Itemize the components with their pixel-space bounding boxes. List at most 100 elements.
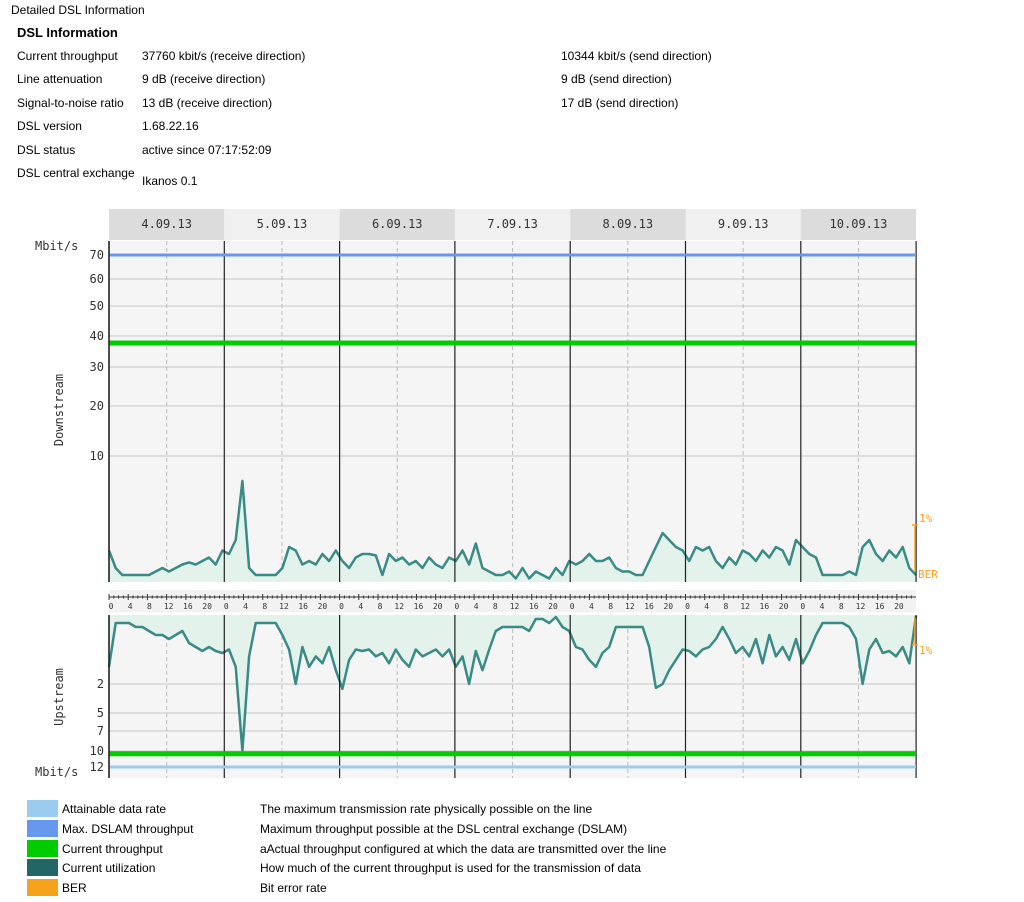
hour-tick-label: 0	[339, 602, 344, 611]
info-label: Line attenuation	[17, 72, 103, 86]
legend-item: Current utilization How much of the curr…	[0, 859, 1024, 877]
ber-label: BER	[918, 568, 938, 581]
hour-tick-label: 8	[839, 602, 844, 611]
y-tick-label: 20	[90, 399, 104, 413]
legend-name: Max. DSLAM throughput	[62, 822, 194, 836]
hour-tick-label: 16	[644, 602, 654, 611]
date-header-cell	[570, 209, 686, 240]
legend-item: Attainable data rate The maximum transmi…	[0, 800, 1024, 818]
hour-tick-label: 0	[454, 602, 459, 611]
info-receive-value: 9 dB (receive direction)	[142, 72, 266, 86]
dsl-chart: 4.09.13 5.09.13 6.09.13 7.09.13 8.09.13 9.09.…	[35, 209, 938, 779]
upstream-utilization-line	[107, 615, 918, 753]
legend-name: BER	[62, 881, 87, 895]
legend-name: Attainable data rate	[62, 802, 167, 816]
hour-tick-label: 8	[608, 602, 613, 611]
date-label: 9.09.13	[718, 217, 769, 231]
hour-tick-label: 4	[128, 602, 133, 611]
hour-tick-label: 16	[875, 602, 885, 611]
hour-tick-label: 0	[800, 602, 805, 611]
hour-tick-label: 8	[147, 602, 152, 611]
date-header-cell	[109, 209, 225, 240]
hour-tick-label: 0	[109, 602, 114, 611]
y-tick-label: 10	[90, 449, 104, 463]
hour-tick-label: 0	[570, 602, 575, 611]
info-label: DSL version	[17, 119, 82, 133]
hour-tick-label: 16	[414, 602, 424, 611]
date-label: 6.09.13	[372, 217, 423, 231]
info-receive-value: Ikanos 0.1	[142, 174, 198, 188]
hour-tick-label: 0	[685, 602, 690, 611]
info-row-snr: Signal-to-noise ratio 13 dB (receive dir…	[0, 96, 1024, 116]
hour-tick-label: 12	[625, 602, 635, 611]
info-row-version: DSL version 1.68.22.16	[0, 119, 1024, 139]
hour-tick-label: 20	[202, 602, 212, 611]
y-tick-label: 50	[90, 299, 104, 313]
legend-swatch	[27, 820, 58, 837]
hour-tick-label: 12	[510, 602, 520, 611]
hour-tick-label: 12	[279, 602, 289, 611]
info-row-attenuation: Line attenuation 9 dB (receive direction…	[0, 72, 1024, 92]
y-tick-label: 70	[90, 248, 104, 262]
legend-swatch	[27, 859, 58, 876]
date-header-cell	[454, 209, 571, 240]
info-receive-value: active since 07:17:52:09	[142, 143, 272, 157]
hour-tick-label: 20	[894, 602, 904, 611]
info-label: DSL status	[17, 143, 76, 157]
hour-tick-label: 8	[493, 602, 498, 611]
upstream-utilization-area	[109, 615, 916, 751]
downstream-utilization-line	[107, 479, 917, 580]
legend-swatch	[27, 840, 58, 857]
legend-desc: Maximum throughput possible at the DSL c…	[260, 822, 628, 836]
date-header-cell	[339, 209, 455, 240]
hour-tick-label: 4	[243, 602, 248, 611]
legend-name: Current utilization	[62, 861, 156, 875]
info-send-value: 9 dB (send direction)	[561, 72, 672, 86]
y-tick-label: 12	[90, 760, 104, 774]
page-title: Detailed DSL Information	[11, 3, 145, 17]
section-title: DSL Information	[17, 25, 118, 40]
info-row-throughput: Current throughput 37760 kbit/s (receive…	[0, 49, 1024, 69]
hour-tick-label: 12	[856, 602, 866, 611]
upstream-axis-label: Upstream	[52, 668, 66, 726]
hour-tick-label: 20	[433, 602, 443, 611]
legend-desc: Bit error rate	[260, 881, 327, 895]
y-tick-label: 7	[97, 724, 104, 738]
info-row-exchange: DSL central exchange Ikanos 0.1	[0, 166, 1024, 188]
hour-tick-label: 4	[704, 602, 709, 611]
y-tick-label: 30	[90, 360, 104, 374]
legend-desc: The maximum transmission rate physically…	[260, 802, 593, 816]
hour-tick-label: 12	[394, 602, 404, 611]
date-label: 4.09.13	[141, 217, 192, 231]
hour-tick-label: 16	[298, 602, 308, 611]
legend-desc: aActual throughput configured at which t…	[260, 842, 667, 856]
hour-tick-label: 16	[529, 602, 539, 611]
hour-tick-label: 4	[358, 602, 363, 611]
legend-item: Current throughput aActual throughput co…	[0, 840, 1024, 858]
y-tick-label: 2	[97, 677, 104, 691]
hour-tick-label: 20	[779, 602, 789, 611]
legend-swatch	[27, 879, 58, 896]
hour-tick-label: 8	[724, 602, 729, 611]
info-label: Signal-to-noise ratio	[17, 96, 124, 110]
ber-percent-label-upstream: 1%	[919, 644, 933, 657]
info-label: Current throughput	[17, 49, 118, 63]
upstream-unit-label: Mbit/s	[35, 765, 78, 779]
y-tick-label: 10	[90, 744, 104, 758]
date-label: 10.09.13	[830, 217, 888, 231]
info-row-status: DSL status active since 07:17:52:09	[0, 143, 1024, 163]
date-label: 8.09.13	[603, 217, 654, 231]
date-label: 5.09.13	[257, 217, 308, 231]
legend-item: Max. DSLAM throughput Maximum throughput…	[0, 820, 1024, 838]
hour-tick-label: 20	[663, 602, 673, 611]
legend-desc: How much of the current throughput is us…	[260, 861, 641, 875]
info-send-value: 10344 kbit/s (send direction)	[561, 49, 712, 63]
hour-tick-label: 4	[474, 602, 479, 611]
y-tick-label: 5	[97, 706, 104, 720]
info-receive-value: 37760 kbit/s (receive direction)	[142, 49, 306, 63]
hour-tick-label: 4	[589, 602, 594, 611]
y-tick-label: 40	[90, 329, 104, 343]
legend-name: Current throughput	[62, 842, 163, 856]
legend-item: BER Bit error rate	[0, 879, 1024, 897]
hour-tick-label: 0	[224, 602, 229, 611]
